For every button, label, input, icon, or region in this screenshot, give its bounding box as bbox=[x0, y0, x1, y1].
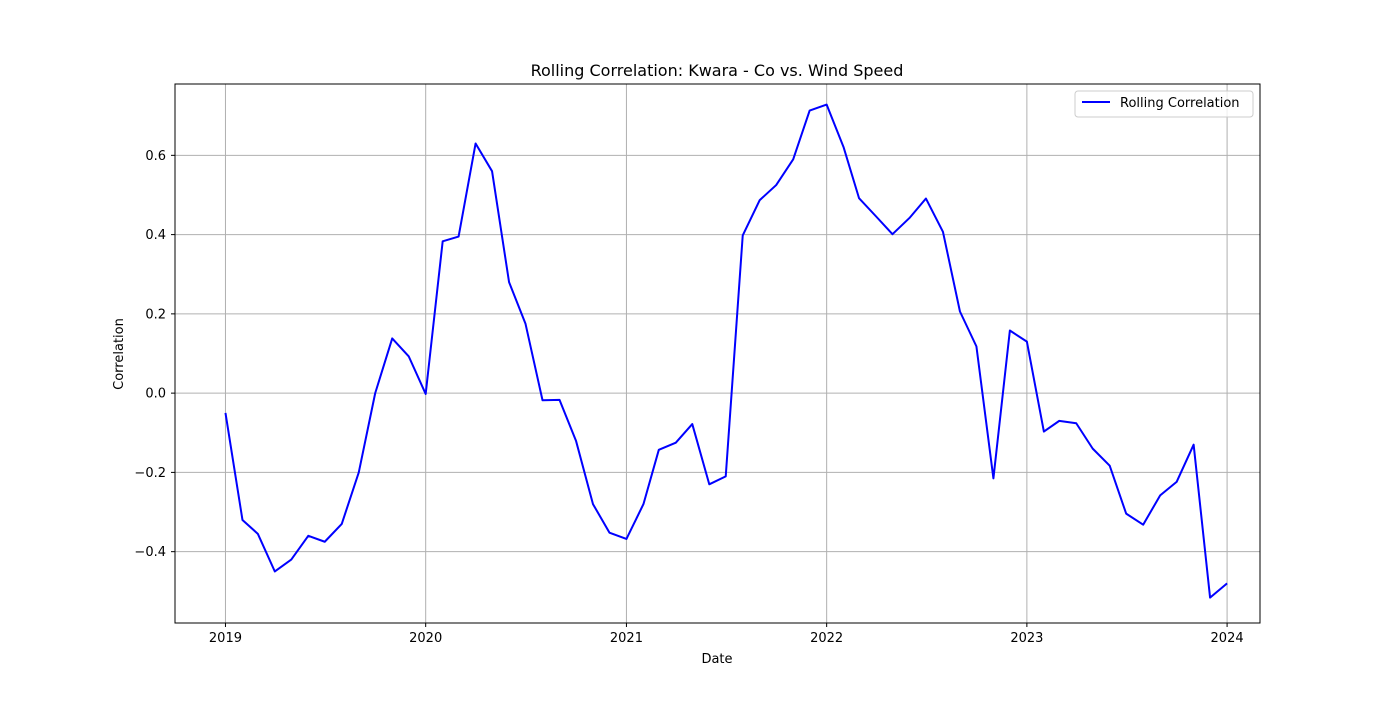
chart-title: Rolling Correlation: Kwara - Co vs. Wind… bbox=[531, 61, 904, 80]
axes: 2019 2020 2021 2022 2023 2024 −0.4 −0.2 0.0 0.2 0.… bbox=[134, 149, 1243, 646]
x-axis-label: Date bbox=[701, 652, 732, 667]
gridlines bbox=[175, 84, 1260, 623]
plot-area-frame bbox=[175, 84, 1260, 623]
x-tick-label: 2021 bbox=[610, 631, 643, 646]
x-tick-label: 2019 bbox=[209, 631, 242, 646]
y-tick-label: 0.0 bbox=[145, 387, 166, 402]
series-line-rolling-correlation bbox=[225, 105, 1227, 598]
legend: Rolling Correlation bbox=[1075, 91, 1253, 117]
y-tick-label: 0.4 bbox=[145, 228, 166, 243]
x-tick-label: 2023 bbox=[1010, 631, 1043, 646]
x-tick-label: 2022 bbox=[810, 631, 843, 646]
y-tick-label: −0.2 bbox=[134, 466, 166, 481]
y-axis-label: Correlation bbox=[112, 318, 127, 390]
legend-label: Rolling Correlation bbox=[1120, 96, 1240, 111]
series-layer bbox=[225, 105, 1227, 598]
y-tick-label: −0.4 bbox=[134, 545, 166, 560]
x-tick-label: 2024 bbox=[1211, 631, 1244, 646]
x-tick-label: 2020 bbox=[409, 631, 442, 646]
y-tick-label: 0.6 bbox=[145, 149, 166, 164]
y-tick-label: 0.2 bbox=[145, 307, 166, 322]
